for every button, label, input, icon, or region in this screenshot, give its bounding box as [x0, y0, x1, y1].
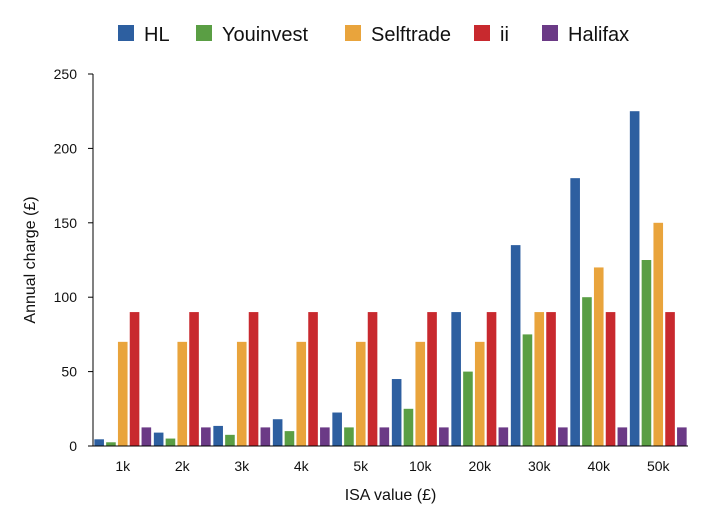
bar-selftrade-4k [296, 341, 307, 446]
bar-hl-20k [451, 312, 461, 446]
bar-halifax-40k [617, 427, 628, 446]
x-tick-label: 3k [234, 458, 250, 474]
legend-swatch-ii [474, 25, 490, 41]
y-tick-label: 200 [54, 140, 78, 156]
bar-halifax-4k [320, 427, 330, 446]
bar-halifax-3k [260, 427, 271, 446]
y-tick-label: 150 [54, 215, 78, 231]
legend-label-ii: ii [500, 24, 509, 46]
bar-halifax-5k [379, 427, 390, 446]
bar-hl-3k [213, 425, 223, 446]
bar-youinvest-40k [582, 297, 592, 446]
bar-ii-10k [427, 312, 437, 446]
bar-selftrade-20k [474, 341, 485, 446]
bar-selftrade-30k [534, 312, 545, 446]
bar-selftrade-50k [653, 222, 664, 446]
legend-label-youinvest: Youinvest [222, 24, 308, 46]
bar-youinvest-4k [284, 431, 295, 446]
bar-ii-40k [605, 312, 616, 446]
y-tick-label: 0 [69, 438, 77, 454]
bar-youinvest-20k [463, 371, 473, 446]
bar-hl-5k [332, 412, 342, 446]
bar-selftrade-40k [593, 267, 604, 446]
bar-selftrade-2k [177, 341, 188, 446]
x-tick-label: 20k [468, 458, 492, 474]
legend-label-selftrade: Selftrade [371, 24, 451, 46]
legend-swatch-selftrade [345, 25, 361, 41]
bar-ii-50k [665, 312, 675, 446]
bar-halifax-1k [141, 427, 152, 446]
x-axis-title: ISA value (£) [345, 487, 437, 504]
bar-youinvest-50k [641, 260, 652, 446]
bar-ii-1k [129, 312, 140, 446]
bar-youinvest-5k [344, 427, 354, 446]
bar-halifax-10k [439, 427, 449, 446]
x-tick-label: 4k [294, 458, 310, 474]
bar-youinvest-3k [225, 434, 235, 446]
y-tick-label: 50 [61, 364, 77, 380]
x-tick-label: 1k [115, 458, 131, 474]
legend-label-hl: HL [144, 24, 170, 46]
legend-label-halifax: Halifax [568, 24, 629, 46]
bar-ii-30k [546, 312, 556, 446]
x-tick-label: 30k [528, 458, 552, 474]
legend: HL Youinvest Selftrade ii Halifax [118, 24, 629, 46]
bar-hl-2k [153, 432, 164, 446]
bar-hl-40k [570, 178, 580, 446]
bar-hl-30k [510, 245, 521, 446]
bar-selftrade-3k [236, 341, 247, 446]
x-tick-label: 10k [409, 458, 433, 474]
legend-swatch-halifax [542, 25, 558, 41]
y-tick-label: 100 [54, 289, 78, 305]
bar-halifax-20k [498, 427, 509, 446]
bar-halifax-30k [558, 427, 568, 446]
bar-youinvest-2k [165, 438, 176, 446]
bar-ii-4k [308, 312, 318, 446]
x-tick-label: 5k [353, 458, 369, 474]
bars [94, 111, 687, 446]
legend-swatch-youinvest [196, 25, 212, 41]
bar-ii-3k [248, 312, 259, 446]
bar-youinvest-1k [106, 442, 116, 446]
bar-halifax-50k [677, 427, 687, 446]
bar-selftrade-1k [117, 341, 128, 446]
bar-selftrade-10k [415, 341, 426, 446]
bar-selftrade-5k [355, 341, 366, 446]
y-tick-label: 250 [54, 66, 78, 82]
bar-ii-20k [486, 312, 497, 446]
bar-youinvest-10k [403, 408, 414, 446]
bar-youinvest-30k [522, 334, 533, 446]
axes: 0 50 100 150 200 250 1k 2k 3k 4k 5k 10k 20k 30k 40k 50k [54, 66, 688, 474]
bar-ii-2k [189, 312, 199, 446]
bar-hl-1k [94, 439, 104, 446]
bar-hl-10k [391, 379, 402, 446]
y-axis-title: Annual charge (£) [22, 196, 39, 323]
bar-halifax-2k [201, 427, 211, 446]
bar-ii-5k [367, 312, 378, 446]
x-tick-label: 40k [587, 458, 611, 474]
x-tick-label: 50k [647, 458, 671, 474]
bar-hl-50k [629, 111, 640, 446]
legend-swatch-hl [118, 25, 134, 41]
x-tick-label: 2k [175, 458, 191, 474]
bar-hl-4k [272, 419, 283, 446]
